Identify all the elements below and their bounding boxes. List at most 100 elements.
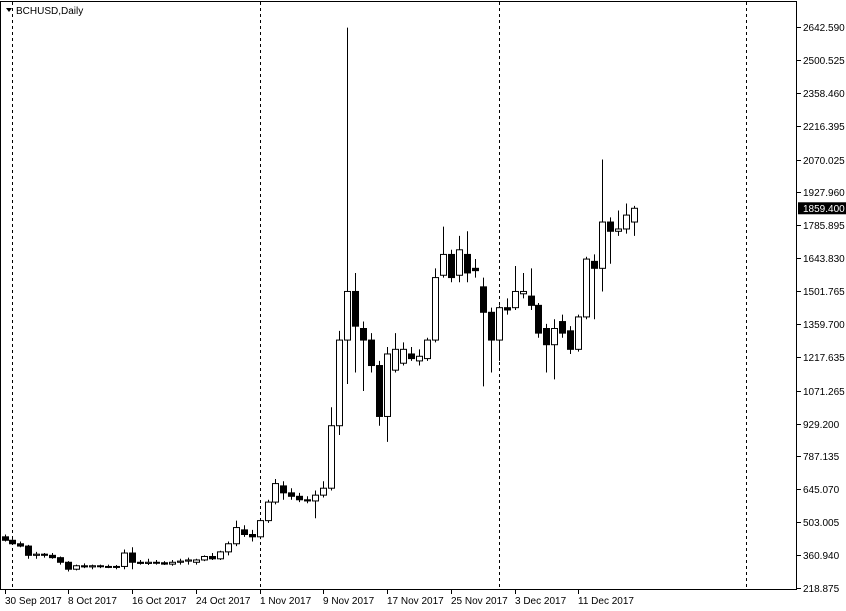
candle-body <box>520 290 527 295</box>
candle-body <box>209 555 216 560</box>
candle-body <box>201 555 208 561</box>
candle-body <box>272 483 279 503</box>
x-tick-label: 17 Nov 2017 <box>387 596 444 607</box>
y-tick-label: 1071.265 <box>803 387 845 398</box>
candle-body <box>607 221 614 232</box>
candle-body <box>185 559 192 562</box>
current-price-label: 1859.400 <box>803 204 845 215</box>
y-tick-label: 1217.635 <box>803 353 845 364</box>
candle-body <box>225 543 232 553</box>
x-tick-label: 8 Oct 2017 <box>68 596 117 607</box>
candle-body <box>233 527 240 545</box>
candle-body <box>25 545 32 556</box>
x-tick-label: 9 Nov 2017 <box>323 596 375 607</box>
candle-body <box>89 565 96 568</box>
y-tick-label: 2358.460 <box>803 89 845 100</box>
chart-title: BCHUSD,Daily <box>16 6 83 17</box>
candle-body <box>352 290 359 327</box>
candle-body <box>81 565 88 568</box>
candle-body <box>559 321 566 334</box>
y-tick-label: 929.200 <box>803 420 840 431</box>
candle-body <box>49 554 56 559</box>
candle-body <box>448 253 455 279</box>
candle-body <box>121 552 128 567</box>
y-tick-label: 2070.025 <box>803 156 845 167</box>
y-tick-label: 1501.765 <box>803 287 845 298</box>
candle-body <box>472 267 479 272</box>
candle-body <box>73 565 80 570</box>
x-tick-label: 25 Nov 2017 <box>451 596 508 607</box>
y-tick-label: 1927.960 <box>803 188 845 199</box>
candle-body <box>392 348 399 371</box>
candle-body <box>65 561 72 570</box>
menu-arrow[interactable] <box>6 8 12 12</box>
candle-body <box>344 290 351 341</box>
candle-body <box>583 258 590 318</box>
candle-body <box>177 560 184 563</box>
candle-body <box>33 553 40 556</box>
y-tick-label: 2642.590 <box>803 23 845 34</box>
candle-body <box>488 311 495 341</box>
candle-body <box>496 307 503 341</box>
y-tick-label: 218.875 <box>803 584 840 595</box>
candle-body <box>249 534 256 538</box>
candle-body <box>384 353 391 417</box>
candle-body <box>615 228 622 232</box>
candle-body <box>9 539 16 545</box>
candle-body <box>440 253 447 276</box>
candle-body <box>567 330 574 350</box>
candle-body <box>480 286 487 313</box>
candle-body <box>368 339 375 367</box>
candle-body <box>312 494 319 502</box>
candle-body <box>17 543 24 547</box>
candle-body <box>97 565 104 568</box>
candle-body <box>304 499 311 502</box>
candle-body <box>400 348 407 364</box>
candle-body <box>328 425 335 489</box>
candle-body <box>241 529 248 536</box>
candle-body <box>376 365 383 417</box>
candle-body <box>2 536 9 541</box>
candle-body <box>551 328 558 346</box>
x-tick-label: 16 Oct 2017 <box>132 596 187 607</box>
candle-body <box>320 487 327 496</box>
candle-body <box>512 290 519 309</box>
plot-border <box>0 1 797 590</box>
candle-body <box>575 316 582 350</box>
candle-body <box>464 253 471 274</box>
candle-body <box>599 221 606 269</box>
candle-body <box>105 565 112 568</box>
candle-body <box>280 485 287 494</box>
y-tick-label: 787.135 <box>803 452 840 463</box>
candle-body <box>257 520 264 538</box>
candle-body <box>456 249 463 276</box>
y-tick-label: 645.070 <box>803 485 840 496</box>
candle-body <box>145 561 152 564</box>
candle-body <box>169 561 176 565</box>
candle-body <box>153 561 160 564</box>
candle-body <box>535 304 542 334</box>
candle-body <box>265 501 272 522</box>
candle-body <box>631 207 638 223</box>
candle-body <box>591 260 598 269</box>
candle-body <box>408 353 415 360</box>
x-tick-label: 1 Nov 2017 <box>260 596 312 607</box>
candle-body <box>416 355 423 362</box>
candle-body <box>137 561 144 564</box>
candle-body <box>57 557 64 563</box>
candle-body <box>543 328 550 346</box>
x-tick-label: 11 Dec 2017 <box>578 596 634 607</box>
candle-body <box>113 565 120 568</box>
y-tick-label: 1785.895 <box>803 221 845 232</box>
y-tick-label: 1643.830 <box>803 254 845 265</box>
candle-body <box>193 559 200 563</box>
y-tick-label: 503.005 <box>803 518 840 529</box>
candle-body <box>424 339 431 360</box>
candle-body <box>41 553 48 556</box>
x-tick-label: 24 Oct 2017 <box>196 596 251 607</box>
candle-body <box>432 277 439 341</box>
y-tick-label: 360.940 <box>803 551 840 562</box>
candle-body <box>217 551 224 560</box>
